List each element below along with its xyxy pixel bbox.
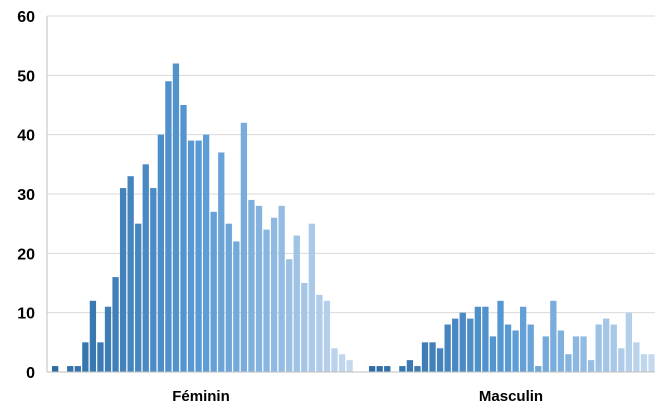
bar — [203, 134, 210, 372]
bar — [610, 324, 617, 372]
bar — [142, 164, 149, 372]
bar — [278, 205, 285, 372]
category-label: Masculin — [479, 388, 543, 405]
bar — [497, 300, 504, 372]
bar — [376, 366, 383, 372]
bar — [489, 336, 497, 372]
bar — [474, 306, 481, 372]
bar — [316, 294, 323, 372]
bar — [255, 205, 263, 372]
bar — [308, 223, 315, 372]
bar — [172, 63, 180, 372]
bar — [225, 223, 232, 372]
bar — [618, 348, 625, 372]
bar — [210, 211, 217, 372]
bar — [97, 342, 104, 372]
bar — [346, 360, 353, 372]
bar — [504, 324, 512, 372]
bar — [150, 188, 157, 372]
bar — [580, 336, 587, 372]
y-tick-label: 20 — [17, 246, 35, 263]
bar — [218, 152, 225, 372]
bar — [233, 241, 240, 372]
bar — [512, 330, 519, 372]
bar — [587, 360, 595, 372]
bar — [429, 342, 436, 372]
bar — [89, 300, 97, 372]
bars — [52, 63, 655, 373]
bar — [270, 217, 278, 372]
bar — [565, 354, 572, 372]
bar — [338, 354, 346, 372]
bar — [459, 312, 466, 372]
bar — [119, 188, 127, 372]
bar — [640, 354, 648, 372]
bar — [67, 366, 74, 372]
bar — [240, 122, 248, 372]
bar — [195, 140, 202, 372]
bar — [127, 176, 134, 372]
bar — [369, 366, 376, 372]
bar — [520, 306, 527, 372]
bar — [550, 300, 557, 372]
bar — [263, 229, 270, 372]
axes — [46, 16, 655, 373]
bar — [331, 348, 338, 372]
bar — [482, 306, 489, 372]
bar — [104, 306, 112, 372]
bar — [286, 259, 293, 372]
bar — [406, 360, 414, 372]
y-tick-label: 30 — [17, 187, 35, 204]
category-label: Féminin — [172, 388, 230, 405]
bar — [557, 330, 565, 372]
bar — [436, 348, 444, 372]
bar — [452, 318, 459, 372]
bar — [603, 318, 610, 372]
bar — [384, 366, 391, 372]
bar — [135, 223, 142, 372]
bar-group-1 — [369, 300, 655, 372]
bar — [467, 318, 474, 372]
bar — [444, 324, 451, 372]
bar — [625, 312, 632, 372]
bar — [414, 366, 421, 372]
bar — [187, 140, 195, 372]
y-tick-label: 50 — [17, 68, 35, 85]
bar — [648, 354, 655, 372]
bar — [180, 105, 187, 372]
y-tick-label: 40 — [17, 128, 35, 145]
bar — [572, 336, 580, 372]
bar-group-0 — [52, 63, 353, 373]
bar — [293, 235, 300, 372]
y-tick-label: 60 — [17, 9, 35, 26]
bar — [323, 300, 331, 372]
y-tick-label: 10 — [17, 306, 35, 323]
bar — [74, 366, 81, 372]
bar — [595, 324, 602, 372]
bar — [535, 366, 542, 372]
bar — [527, 324, 534, 372]
bar — [248, 199, 255, 372]
bar — [542, 336, 549, 372]
bar — [421, 342, 429, 372]
bar — [157, 134, 164, 372]
bar — [52, 366, 59, 372]
bar — [399, 366, 406, 372]
axis-labels: 0 10 20 30 40 50 60 Féminin Masculin — [17, 9, 543, 405]
bar — [165, 81, 172, 373]
bar — [301, 283, 308, 372]
bar — [633, 342, 640, 372]
bar — [112, 277, 119, 372]
y-tick-label: 0 — [26, 365, 35, 382]
bar — [82, 342, 89, 372]
